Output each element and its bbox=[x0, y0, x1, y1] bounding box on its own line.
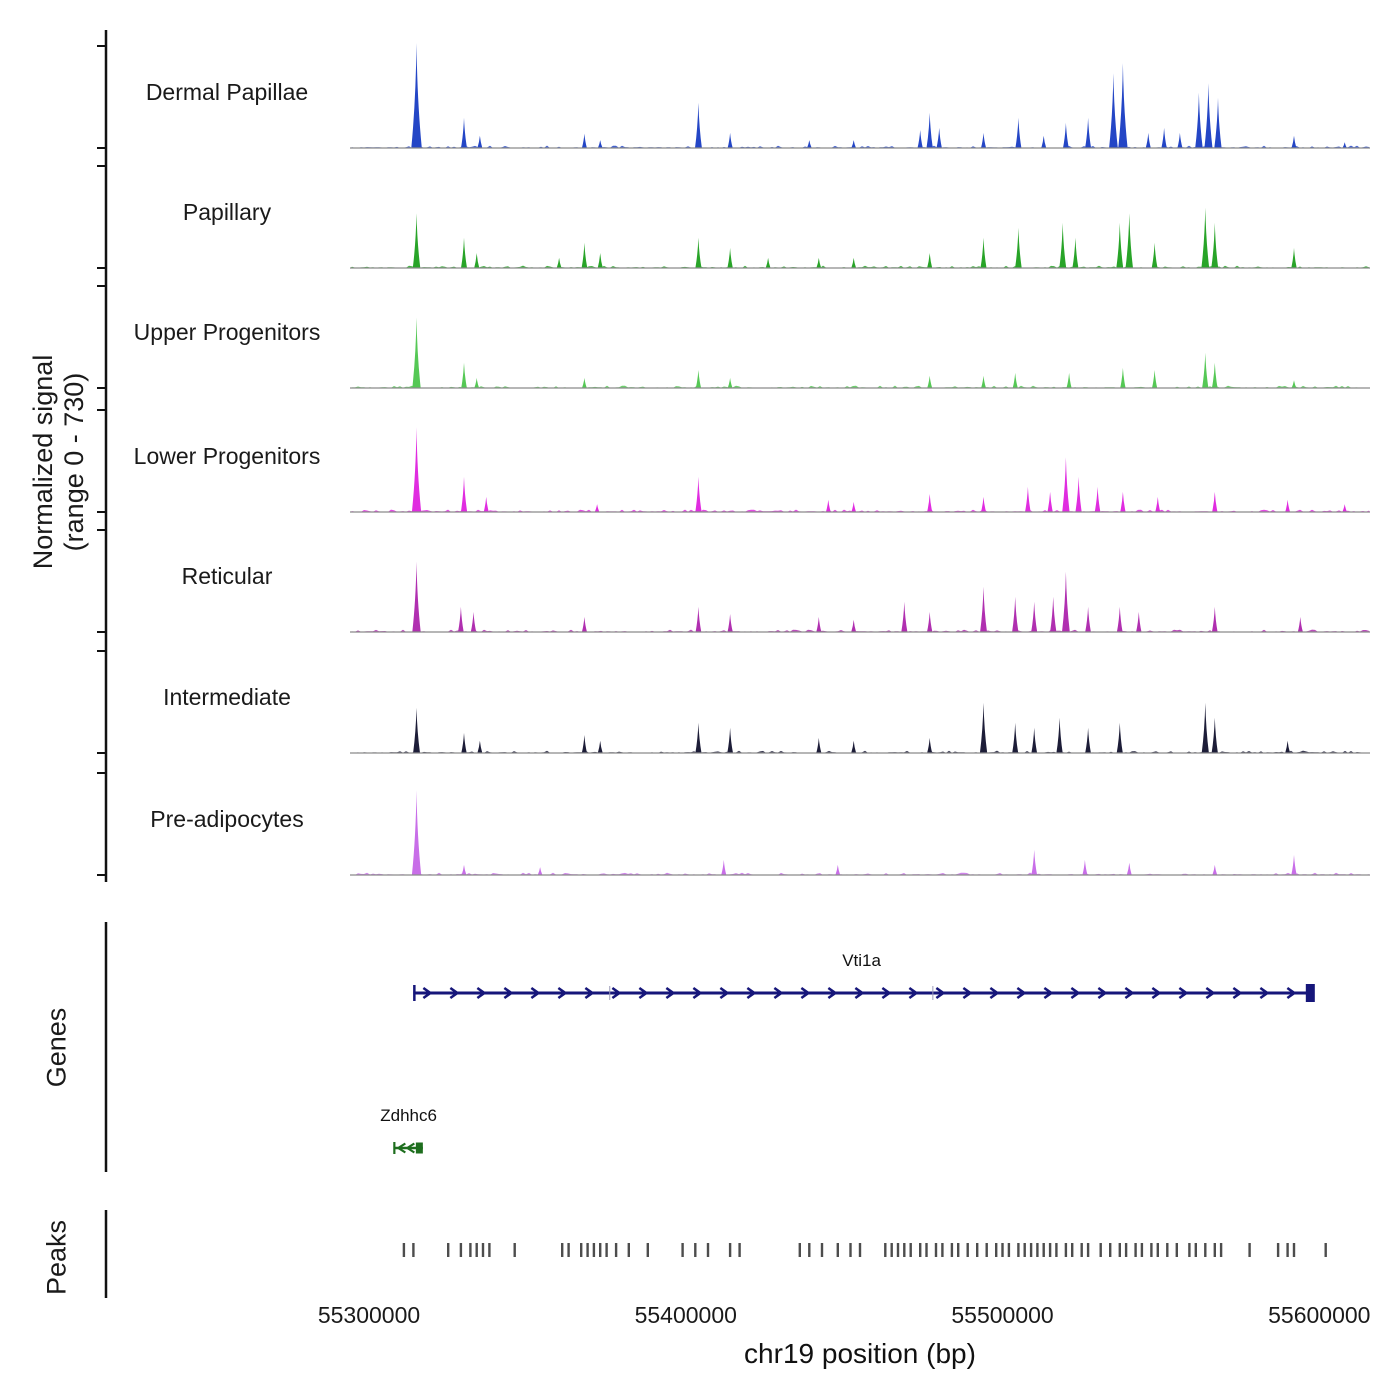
peaks-section-label: Peaks bbox=[41, 1219, 72, 1296]
track-label-papillary: Papillary bbox=[182, 199, 272, 225]
track-label-lower-progenitors: Lower Progenitors bbox=[133, 443, 321, 469]
y-axis-label-line2: (range 0 - 730) bbox=[59, 372, 90, 552]
x-tick-label: 55300000 bbox=[317, 1302, 421, 1328]
x-tick-label: 55400000 bbox=[634, 1302, 737, 1328]
gene-label-vti1a: Vti1a bbox=[842, 951, 881, 970]
track-label-dermal-papillae: Dermal Papillae bbox=[145, 79, 309, 105]
y-axis-label-line1: Normalized signal bbox=[28, 354, 58, 570]
track-label-reticular: Reticular bbox=[181, 563, 273, 589]
genes-section-label: Genes bbox=[41, 1007, 72, 1088]
track-label-pre-adipocytes: Pre-adipocytes bbox=[150, 806, 304, 832]
track-label-intermediate: Intermediate bbox=[163, 684, 291, 710]
x-tick-label: 55600000 bbox=[1268, 1302, 1371, 1328]
y-axis-label: Normalized signal (range 0 - 730) bbox=[28, 202, 90, 722]
gene-label-zdhhc6: Zdhhc6 bbox=[380, 1106, 437, 1125]
x-axis-title: chr19 position (bp) bbox=[744, 1338, 976, 1369]
track-label-upper-progenitors: Upper Progenitors bbox=[133, 319, 321, 345]
x-tick-label: 55500000 bbox=[951, 1302, 1054, 1328]
